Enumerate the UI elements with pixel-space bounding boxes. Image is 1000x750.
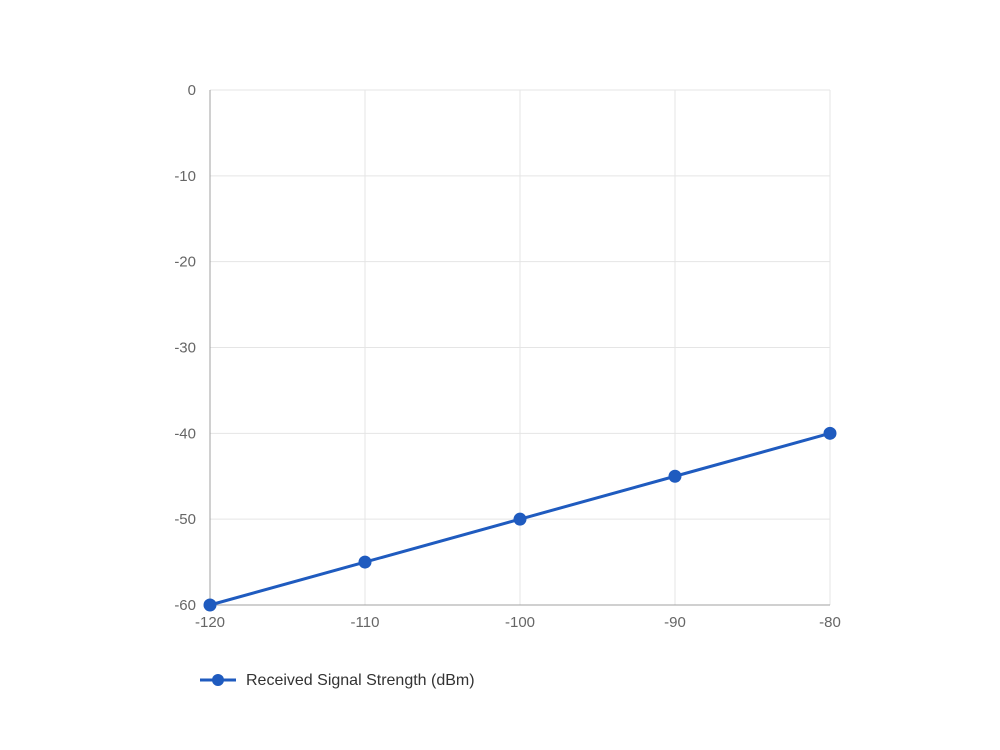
series-marker bbox=[359, 556, 371, 568]
line-chart: -60-50-40-30-20-100-120-110-100-90-80Rec… bbox=[0, 0, 1000, 750]
y-tick-label: -30 bbox=[174, 340, 196, 357]
x-tick-label: -110 bbox=[351, 614, 380, 631]
series-marker bbox=[204, 599, 216, 611]
x-tick-label: -80 bbox=[819, 614, 841, 631]
series-marker bbox=[669, 470, 681, 482]
y-tick-label: -20 bbox=[174, 254, 196, 271]
x-tick-label: -120 bbox=[195, 614, 225, 631]
y-tick-label: -50 bbox=[174, 511, 196, 528]
series-marker bbox=[514, 513, 526, 525]
legend-marker-icon bbox=[212, 674, 224, 686]
legend-label: Received Signal Strength (dBm) bbox=[246, 672, 475, 689]
y-tick-label: 0 bbox=[188, 82, 196, 99]
x-tick-label: -100 bbox=[505, 614, 535, 631]
series-marker bbox=[824, 427, 836, 439]
x-tick-label: -90 bbox=[664, 614, 686, 631]
y-tick-label: -40 bbox=[174, 425, 196, 442]
y-tick-label: -10 bbox=[174, 168, 196, 185]
chart-container: -60-50-40-30-20-100-120-110-100-90-80Rec… bbox=[0, 0, 1000, 750]
y-tick-label: -60 bbox=[174, 597, 196, 614]
